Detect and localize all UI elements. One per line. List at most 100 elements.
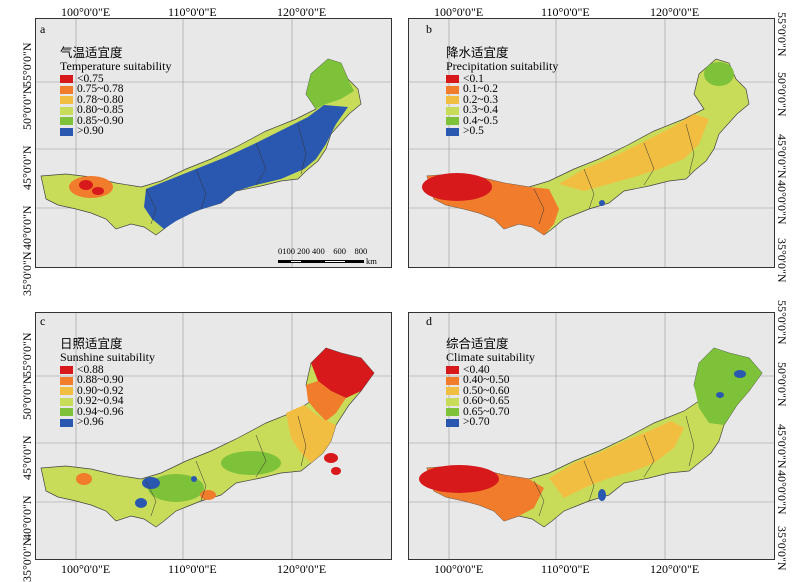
zone-yellow [559,114,709,191]
lat-label-right-55: 55°0'0"N [775,300,789,345]
lon-label-bottom-3: 120°0'0"E [277,562,327,576]
legend-item: 0.90~0.92 [60,385,155,397]
legend-swatch [446,96,459,105]
zone-yellow [286,405,336,463]
lon-label-bottom-2: 110°0'0"E [541,562,590,576]
lon-label-bottom-2: 110°0'0"E [168,562,217,576]
lat-label-left-50: 50°0'0"N [20,375,34,420]
legend-swatch [446,387,459,396]
lat-label-left-45: 45°0'0"N [20,145,34,190]
map-frame [408,312,775,560]
legend-swatch [60,366,73,375]
zone-red-east [324,453,338,463]
zone-green-north [694,348,762,425]
zone-green [704,62,734,86]
legend-swatch [60,96,73,105]
map-frame [35,312,392,560]
legend-item: 0.3~0.4 [446,104,558,116]
legend-item: 0.60~0.65 [446,395,535,407]
legend-item: 0.85~0.90 [60,115,171,127]
legend-title-cn: 气温适宜度 [60,46,123,60]
legend-title-cn: 降水适宜度 [446,46,509,60]
zone-green-2 [221,451,281,475]
legend-swatch [60,85,73,94]
legend: 气温适宜度 Temperature suitability <0.75 0.75… [60,47,171,137]
legend-item: 0.78~0.80 [60,94,171,106]
admin-borders [145,123,307,225]
legend-item: <0.40 [446,364,535,376]
legend-swatch [60,418,73,427]
legend-item: 0.92~0.94 [60,395,155,407]
zone-red [419,465,499,493]
zone-red [422,173,492,201]
legend-swatch [60,127,73,136]
legend-swatch [60,117,73,126]
map-frame [35,18,392,268]
lat-label-left-45: 45°0'0"N [20,435,34,480]
legend-swatch [446,75,459,84]
zone-red-east-2 [331,467,341,475]
lat-label-right-55: 55°0'0"N [775,12,789,57]
inner-mongolia-map-a [36,19,391,267]
zone-green [306,59,354,109]
legend-item: >0.5 [446,125,558,137]
scale-numbers: 0100 200 400 600 800 [278,246,368,256]
legend: 降水适宜度 Precipitation suitability <0.1 0.1… [446,47,558,137]
legend: 综合适宜度 Climate suitability <0.40 0.40~0.5… [446,338,535,428]
zone-blue-1 [142,477,160,489]
lon-label-top-3: 120°0'0"E [650,5,700,19]
zone-orange-west [76,473,92,485]
lat-label-left-40: 40°0'0"N [20,205,34,250]
legend-item: 0.2~0.3 [446,94,558,106]
legend-swatch [446,117,459,126]
legend-item: >0.96 [60,416,155,428]
legend: 日照适宜度 Sunshine suitability <0.88 0.88~0.… [60,338,155,428]
panel-letter: b [426,22,432,36]
lon-label-top-1: 100°0'0"E [61,5,111,19]
legend-swatch [60,75,73,84]
zone-blue-2 [716,392,724,398]
panel-letter: c [40,314,46,328]
inner-mongolia-map-d [409,313,774,559]
legend-swatch [446,127,459,136]
lat-label-left-50: 50°0'0"N [20,85,34,130]
lon-label-top-2: 110°0'0"E [541,5,590,19]
legend-item: 0.88~0.90 [60,374,155,386]
zone-orange-north [306,381,346,421]
inner-mongolia-map-c [36,313,391,559]
legend-item: >0.90 [60,125,171,137]
legend-item: <0.1 [446,73,558,85]
zone-red [79,180,93,190]
zone-green-1 [148,474,204,502]
lat-label-left-55: 55°0'0"N [20,42,34,87]
lon-label-top-1: 100°0'0"E [434,5,484,19]
zone-blue-3 [598,489,606,501]
legend-item: 0.40~0.50 [446,374,535,386]
zone-blue [599,200,605,206]
zone-orange-south [200,490,216,500]
lat-label-right-45: 45°0'0"N [775,424,789,469]
legend-swatch [60,408,73,417]
panel-d: 55°0'0"N 50°0'0"N 45°0'0"N 40°0'0"N 35°0… [403,290,806,582]
legend-item: 0.65~0.70 [446,406,535,418]
lat-label-right-50: 50°0'0"N [775,362,789,407]
lat-label-right-35: 35°0'0"N [775,526,789,571]
legend-swatch [446,376,459,385]
legend-title-en: Sunshine suitability [60,350,156,364]
scale-bar: 0100 200 400 600 800 km [278,246,377,266]
zone-red-north [311,348,374,398]
legend-item: 0.4~0.5 [446,115,558,127]
legend-title-cn: 日照适宜度 [60,337,123,351]
panel-b: 100°0'0"E 110°0'0"E 120°0'0"E 55°0'0"N 5… [403,0,806,290]
legend-swatch [60,397,73,406]
legend-swatch [60,387,73,396]
admin-borders [145,415,307,517]
legend-swatch [446,366,459,375]
lat-label-left-40: 40°0'0"N [20,495,34,540]
legend-item: <0.88 [60,364,155,376]
scale-bar-graphic: km [278,256,377,266]
lat-label-right-40: 40°0'0"N [775,470,789,515]
zone-yellow [549,421,684,498]
legend-swatch [446,418,459,427]
lon-label-top-2: 110°0'0"E [168,5,217,19]
